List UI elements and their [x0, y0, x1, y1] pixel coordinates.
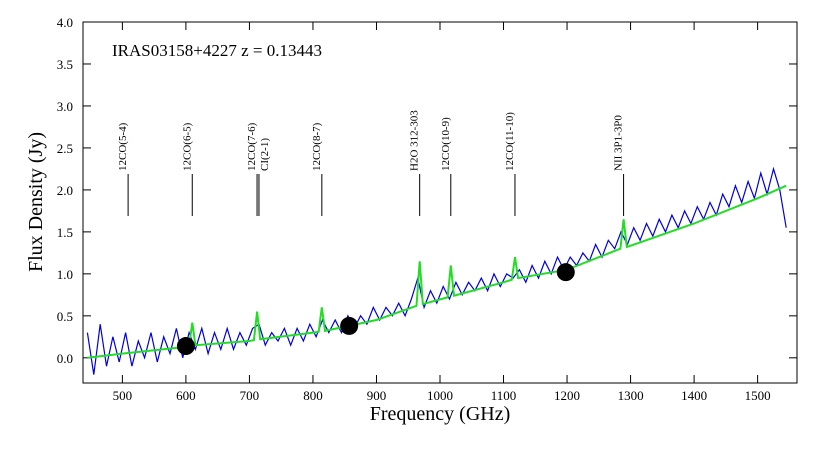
line-label: CI(2-1): [259, 138, 271, 171]
line-label: H2O 312-303: [409, 110, 421, 171]
x-tick-label: 800: [303, 388, 323, 403]
line-label: 12CO(10-9): [440, 117, 452, 171]
y-tick-label: 1.5: [57, 225, 73, 240]
line-label: 12CO(6-5): [181, 122, 193, 171]
x-tick-label: 900: [367, 388, 387, 403]
photometry-point: [176, 337, 195, 356]
line-label: 12CO(8-7): [311, 122, 323, 171]
photometry-point: [556, 263, 575, 282]
x-tick-label: 1100: [491, 388, 517, 403]
x-tick-label: 1400: [681, 388, 707, 403]
line-label: 12CO(7-6): [246, 122, 258, 171]
x-tick-label: 1500: [745, 388, 771, 403]
y-tick-label: 0.5: [57, 309, 73, 324]
spectrum-line: [87, 184, 787, 359]
y-axis-label: Flux Density (Jy): [25, 132, 47, 272]
x-tick-label: 500: [113, 388, 133, 403]
x-tick-label: 1000: [427, 388, 453, 403]
x-tick-label: 1200: [554, 388, 580, 403]
x-tick-label: 700: [240, 388, 260, 403]
y-tick-label: 3.5: [57, 57, 73, 72]
y-tick-label: 4.0: [57, 15, 73, 30]
line-label: 12CO(5-4): [117, 122, 129, 171]
line-label: 12CO(11-10): [504, 112, 516, 171]
y-tick-label: 3.0: [57, 99, 73, 114]
y-tick-label: 1.0: [57, 267, 73, 282]
plot-frame: [82, 21, 798, 384]
y-tick-label: 2.0: [57, 183, 73, 198]
y-tick-label: 0.0: [57, 351, 73, 366]
spectrum-line: [86, 166, 787, 375]
x-tick-label: 1300: [618, 388, 644, 403]
photometry-point: [340, 316, 359, 335]
line-label: NII 3P1-3P0: [613, 115, 625, 171]
y-tick-label: 2.5: [57, 141, 73, 156]
x-axis-label: Frequency (GHz): [370, 403, 511, 425]
annotation: IRAS03158+4227 z = 0.13443: [112, 41, 322, 60]
x-tick-label: 600: [176, 388, 196, 403]
